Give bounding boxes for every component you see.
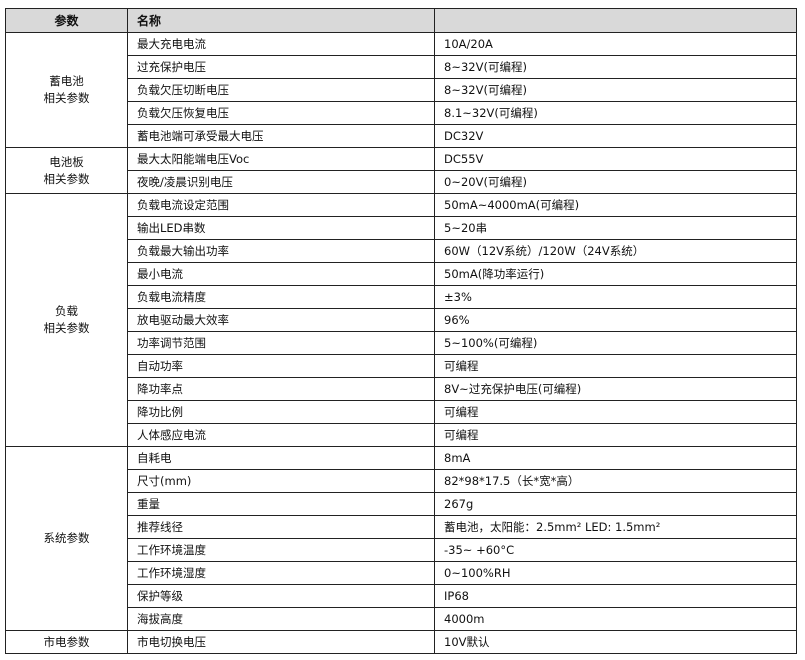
param-value: -35~ +60°C xyxy=(434,538,797,562)
table-row: 尺寸(mm) 82*98*17.5（长*宽*高） xyxy=(6,469,797,493)
table-row: 自动功率 可编程 xyxy=(6,354,797,378)
param-value: 蓄电池，太阳能：2.5mm² LED: 1.5mm² xyxy=(434,515,797,539)
group-label-line: 电池板 xyxy=(49,154,84,169)
group-label: 市电参数 xyxy=(5,630,128,654)
param-value: ±3% xyxy=(434,285,797,309)
param-value: 10V默认 xyxy=(434,630,797,654)
param-name: 功率调节范围 xyxy=(127,331,435,355)
table-row: 蓄电池端可承受最大电压 DC32V xyxy=(6,124,797,148)
header-row: 参数 名称 xyxy=(5,8,797,33)
param-value: DC55V xyxy=(434,147,797,171)
param-name: 夜晚/凌晨识别电压 xyxy=(127,170,435,194)
group-label-line: 系统参数 xyxy=(43,531,90,545)
param-name: 最大太阳能端电压Voc xyxy=(127,147,435,171)
param-value: 5~20串 xyxy=(434,216,797,240)
table-row: 负载 相关参数 负载电流设定范围 50mA~4000mA(可编程) xyxy=(5,193,797,447)
header-param: 参数 xyxy=(5,8,128,33)
param-name: 输出LED串数 xyxy=(127,216,435,240)
group-label-line: 负载 xyxy=(55,304,78,318)
param-name: 工作环境温度 xyxy=(127,538,435,562)
param-name: 工作环境湿度 xyxy=(127,561,435,585)
param-name: 负载电流设定范围 xyxy=(127,193,435,217)
param-name: 降功率点 xyxy=(127,377,435,401)
param-name: 海拔高度 xyxy=(127,607,435,631)
param-value: 96% xyxy=(434,308,797,332)
param-value: 0~100%RH xyxy=(434,561,797,585)
param-value: 8mA xyxy=(434,446,797,470)
param-name: 蓄电池端可承受最大电压 xyxy=(127,124,435,148)
group-label: 蓄电池 相关参数 xyxy=(5,32,128,148)
table-row: 输出LED串数 5~20串 xyxy=(6,216,797,240)
param-name: 自动功率 xyxy=(127,354,435,378)
param-value: 50mA~4000mA(可编程) xyxy=(434,193,797,217)
param-name: 推荐线径 xyxy=(127,515,435,539)
param-name: 人体感应电流 xyxy=(127,423,435,447)
param-value: DC32V xyxy=(434,124,797,148)
param-name: 自耗电 xyxy=(127,446,435,470)
group-label-line: 相关参数 xyxy=(43,321,90,335)
param-value: 10A/20A xyxy=(434,32,797,56)
param-name: 负载电流精度 xyxy=(127,285,435,309)
param-name: 降功比例 xyxy=(127,400,435,424)
param-name: 负载欠压恢复电压 xyxy=(127,101,435,125)
param-value: 82*98*17.5（长*宽*高） xyxy=(434,469,797,493)
param-value: 4000m xyxy=(434,607,797,631)
param-name: 负载欠压切断电压 xyxy=(127,78,435,102)
table-row: 负载欠压恢复电压 8.1~32V(可编程) xyxy=(6,101,797,125)
param-value: 8.1~32V(可编程) xyxy=(434,101,797,125)
param-name: 保护等级 xyxy=(127,584,435,608)
param-value: 50mA(降功率运行) xyxy=(434,262,797,286)
table-row: 系统参数 自耗电 8mA xyxy=(5,446,797,631)
header-name: 名称 xyxy=(127,8,435,33)
table-row: 夜晚/凌晨识别电压 0~20V(可编程) xyxy=(6,170,797,194)
param-name: 最小电流 xyxy=(127,262,435,286)
param-name: 放电驱动最大效率 xyxy=(127,308,435,332)
param-value: 267g xyxy=(434,492,797,516)
table-row: 负载最大输出功率 60W（12V系统）/120W（24V系统） xyxy=(6,239,797,263)
table-row: 最小电流 50mA(降功率运行) xyxy=(6,262,797,286)
param-name: 重量 xyxy=(127,492,435,516)
param-value: 可编程 xyxy=(434,423,797,447)
table-row: 工作环境湿度 0~100%RH xyxy=(6,561,797,585)
param-name: 尺寸(mm) xyxy=(127,469,435,493)
param-value: IP68 xyxy=(434,584,797,608)
param-value: 可编程 xyxy=(434,400,797,424)
param-value: 8~32V(可编程) xyxy=(434,78,797,102)
group-label-line: 相关参数 xyxy=(43,171,90,186)
param-name: 最大充电电流 xyxy=(127,32,435,56)
group-label-line: 市电参数 xyxy=(43,634,90,649)
param-value: 可编程 xyxy=(434,354,797,378)
table-row: 降功率点 8V~过充保护电压(可编程) xyxy=(6,377,797,401)
table-row: 市电参数 市电切换电压 10V默认 xyxy=(5,630,797,654)
group-label-line: 相关参数 xyxy=(43,91,90,105)
param-value: 8~32V(可编程) xyxy=(434,55,797,79)
param-name: 负载最大输出功率 xyxy=(127,239,435,263)
group-label-line: 蓄电池 xyxy=(49,74,84,88)
param-value: 5~100%(可编程) xyxy=(434,331,797,355)
table-row: 电池板 相关参数 最大太阳能端电压Voc DC55V xyxy=(5,147,797,194)
table-row: 过充保护电压 8~32V(可编程) xyxy=(6,55,797,79)
param-value: 60W（12V系统）/120W（24V系统） xyxy=(434,239,797,263)
header-value xyxy=(434,8,797,33)
table-row: 降功比例 可编程 xyxy=(6,400,797,424)
table-row: 蓄电池 相关参数 最大充电电流 10A/20A xyxy=(5,32,797,148)
group-label: 负载 相关参数 xyxy=(5,193,128,447)
spec-table: 参数 名称 蓄电池 相关参数 最大充电电流 10A/20A 过充保护电压 8~32V(可编… xyxy=(5,8,797,654)
param-value: 8V~过充保护电压(可编程) xyxy=(434,377,797,401)
table-row: 人体感应电流 可编程 xyxy=(6,423,797,447)
param-value: 0~20V(可编程) xyxy=(434,170,797,194)
param-name: 市电切换电压 xyxy=(127,630,435,654)
table-row: 海拔高度 4000m xyxy=(6,607,797,631)
group-label: 系统参数 xyxy=(5,446,128,631)
group-label: 电池板 相关参数 xyxy=(5,147,128,194)
param-name: 过充保护电压 xyxy=(127,55,435,79)
